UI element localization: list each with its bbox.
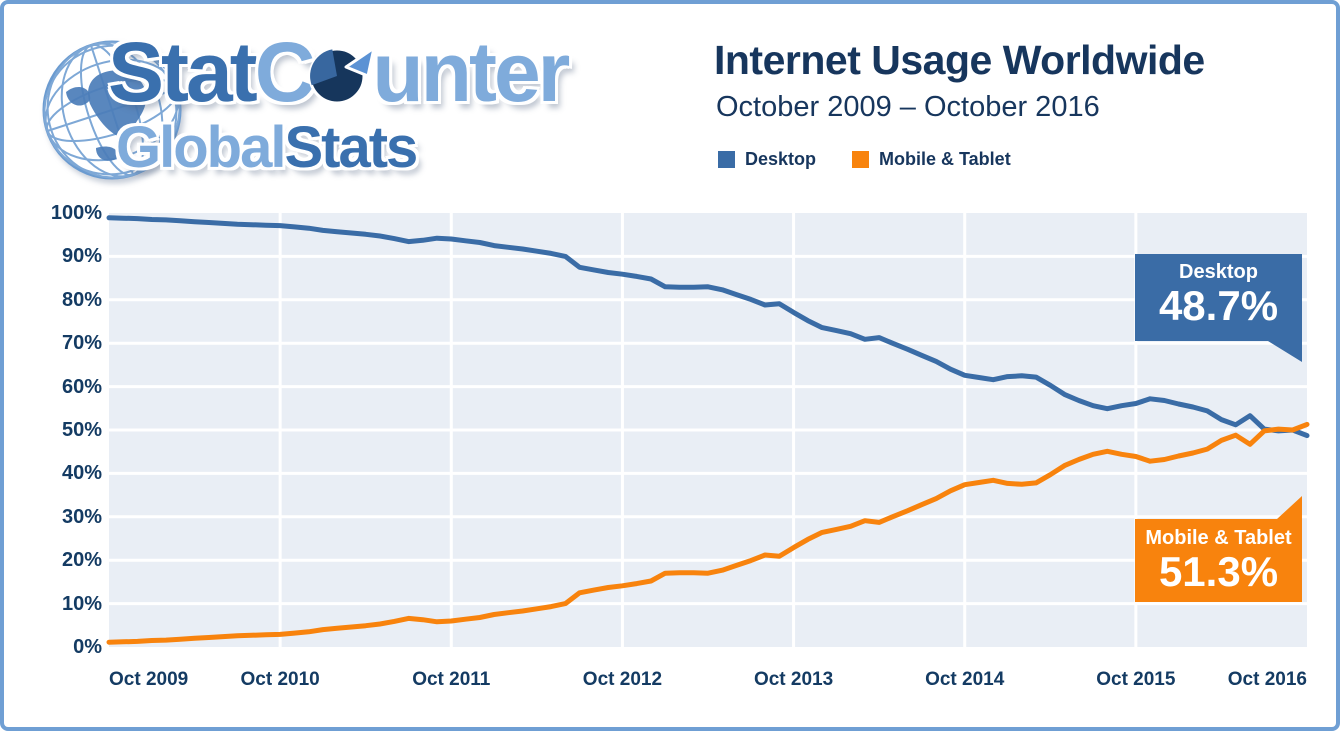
legend-label-mobile-tablet: Mobile & Tablet	[879, 149, 1011, 169]
mobile-tablet-swatch-icon	[852, 151, 870, 168]
x-tick-label: Oct 2012	[582, 669, 663, 690]
y-tick-label: 60%	[61, 375, 102, 398]
desktop-callout-value: 48.7%	[1158, 282, 1279, 329]
y-tick-label: 30%	[61, 505, 102, 528]
globe-icon	[42, 40, 182, 180]
logo-unter: unter	[372, 25, 570, 119]
y-tick-label: 80%	[61, 288, 102, 311]
mobile-tablet-callout-label: Mobile & Tablet	[1145, 527, 1292, 549]
logo-global: Global	[116, 115, 286, 180]
y-tick-label: 10%	[61, 592, 102, 615]
y-tick-label: 50%	[61, 419, 102, 441]
legend-item-desktop[interactable]: Desktop	[718, 149, 816, 170]
x-tick-label: Oct 2011	[412, 669, 491, 690]
x-tick-label: Oct 2015	[1096, 669, 1176, 690]
y-tick-label: 100%	[50, 202, 102, 224]
logo-globalstats-text: GlobalStats	[116, 115, 418, 180]
page-title: Internet Usage Worldwide	[714, 37, 1205, 83]
chart-canvas	[106, 213, 1310, 647]
y-tick-label: 20%	[61, 549, 102, 572]
legend-label-desktop: Desktop	[745, 149, 817, 169]
mobile-tablet-callout-value: 51.3%	[1158, 548, 1279, 595]
logo-statcounter-text: StatC unter	[108, 25, 570, 119]
y-tick-label: 0%	[73, 636, 102, 658]
mobile-tablet-callout-shape	[1135, 496, 1302, 602]
desktop-swatch-icon	[718, 151, 735, 168]
desktop-line[interactable]	[106, 215, 1310, 439]
y-tick-label: 40%	[61, 462, 102, 485]
y-tick-label: 70%	[61, 332, 102, 355]
x-tick-label: Oct 2016	[1227, 669, 1307, 690]
statcounter-logo[interactable]: StatC unter GlobalStats	[32, 28, 682, 183]
x-tick-label: Oct 2009	[109, 669, 189, 690]
header: Internet Usage Worldwide October 2009 – …	[714, 37, 1314, 177]
x-tick-label: Oct 2010	[240, 669, 320, 690]
mobile-tablet-line[interactable]	[106, 421, 1310, 645]
x-tick-label: Oct 2013	[753, 669, 834, 690]
logo-c: C	[254, 25, 316, 119]
desktop-callout-label: Desktop	[1179, 261, 1258, 283]
y-tick-label: 90%	[61, 245, 102, 268]
x-tick-label: Oct 2014	[925, 669, 1005, 690]
page-subtitle: October 2009 – October 2016	[716, 91, 1100, 123]
desktop-callout-shape	[1135, 254, 1302, 362]
logo-stats: Stats	[284, 115, 418, 180]
logo-stat: Stat	[108, 25, 258, 119]
legend-item-mobile-tablet[interactable]: Mobile & Tablet	[852, 149, 1011, 170]
pie-chart-icon	[308, 46, 376, 105]
legend: Desktop Mobile & Tablet	[718, 149, 1011, 170]
